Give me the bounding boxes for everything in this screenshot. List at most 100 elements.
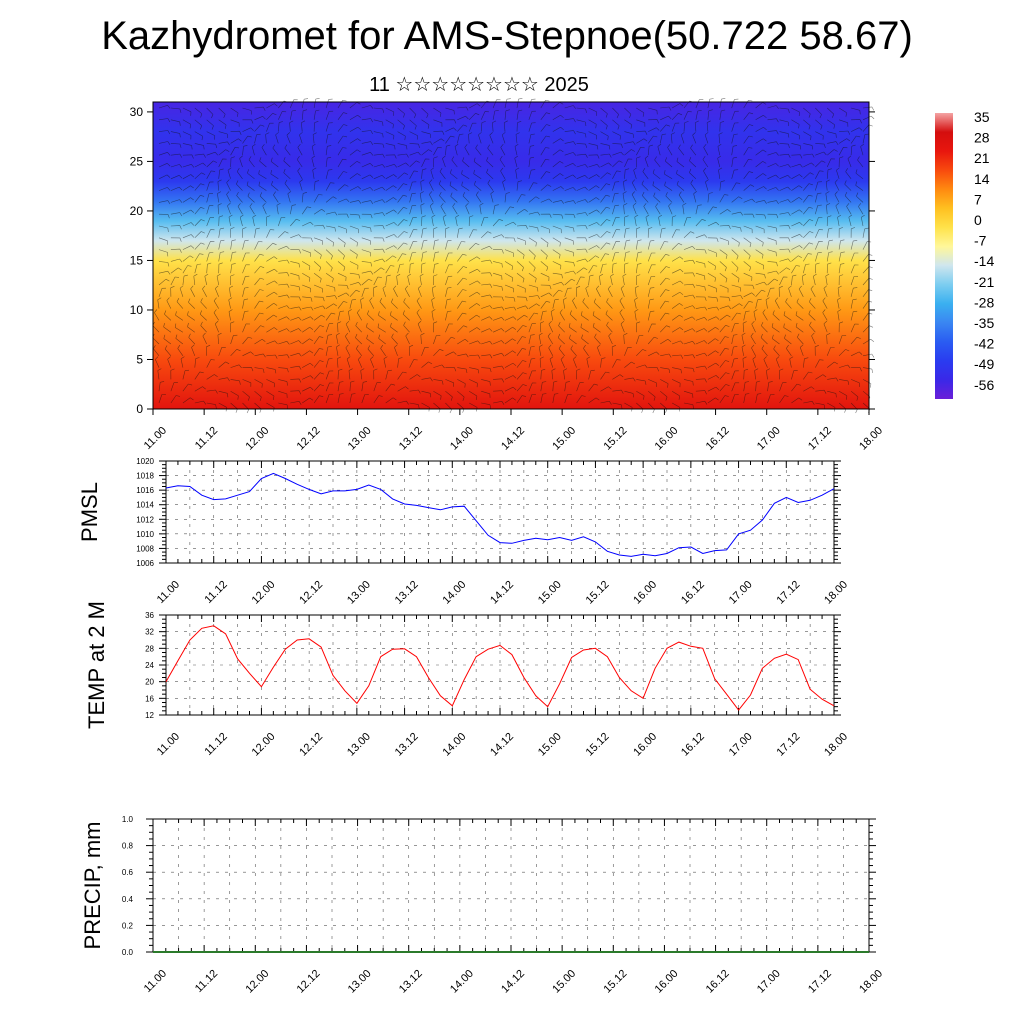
x-tick-label: 14.12 bbox=[499, 968, 527, 996]
x-tick-label: 11.12 bbox=[193, 425, 220, 452]
colorbar-label: 28 bbox=[974, 130, 990, 146]
colorbar: 35 28 21 14 7 0 -7 -14 -21 -28 -35 -42 -49 -56 bbox=[935, 109, 994, 399]
x-tick-label: 12.00 bbox=[243, 968, 271, 996]
x-tick-label: 13.12 bbox=[393, 731, 421, 759]
x-tick-label: 14.00 bbox=[448, 425, 476, 453]
x-tick-label: 14.12 bbox=[488, 731, 516, 759]
y-tick-label: 20 bbox=[145, 678, 154, 687]
y-tick-label: 25 bbox=[130, 154, 144, 168]
x-tick-label: 15.12 bbox=[584, 731, 612, 759]
series-line bbox=[165, 472, 835, 557]
x-tick-label: 18.00 bbox=[857, 425, 885, 453]
x-tick-label: 16.00 bbox=[631, 579, 659, 607]
colorbar-label: 14 bbox=[974, 171, 990, 187]
x-tick-label: 16.00 bbox=[631, 731, 659, 759]
colorbar-label: -21 bbox=[974, 274, 994, 290]
x-tick-label: 17.12 bbox=[806, 425, 834, 453]
heatmap-panel: 0 5 10 15 20 25 30 11.00 11.12 12.00 12.12 13.00 13.… bbox=[130, 98, 885, 453]
temp2m-panel: 12 16 20 24 28 32 36 11.00 11.12 12.00 12.12 13.00 1… bbox=[84, 601, 850, 759]
x-tick-label: 18.00 bbox=[822, 579, 850, 607]
colorbar-label: -56 bbox=[974, 377, 994, 393]
x-tick-label: 11.00 bbox=[155, 579, 182, 606]
x-tick-label: 11.00 bbox=[142, 968, 169, 995]
x-tick-label: 13.00 bbox=[345, 731, 373, 759]
y-tick-label: 1016 bbox=[136, 486, 154, 495]
y-tick-label: 0.6 bbox=[122, 868, 134, 877]
colorbar-label: 7 bbox=[974, 191, 982, 207]
x-tick-label: 12.00 bbox=[243, 425, 271, 453]
y-axis-label: PMSL bbox=[77, 482, 102, 542]
colorbar-label: 35 bbox=[974, 109, 990, 125]
heatmap-field bbox=[153, 102, 869, 409]
colorbar-label: -14 bbox=[974, 253, 994, 269]
x-tick-label: 13.00 bbox=[346, 968, 374, 996]
x-tick-label: 12.12 bbox=[297, 731, 325, 759]
y-tick-label: 1012 bbox=[136, 515, 154, 524]
x-tick-label: 15.00 bbox=[550, 425, 578, 453]
y-tick-label: 16 bbox=[145, 694, 154, 703]
x-tick-label: 11.00 bbox=[142, 425, 169, 452]
y-tick-label: 1008 bbox=[136, 544, 154, 553]
chart-title: Kazhydromet for AMS-Stepnoe(50.722 58.67… bbox=[101, 14, 913, 58]
colorbar-label: -28 bbox=[974, 294, 994, 310]
y-tick-label: 12 bbox=[145, 711, 154, 720]
x-tick-label: 18.00 bbox=[822, 731, 850, 759]
precip-panel: 0.0 0.2 0.4 0.6 0.8 1.0 11.00 11.12 12.00 12.12 13… bbox=[80, 815, 885, 996]
y-axis-label: TEMP at 2 M bbox=[84, 601, 109, 729]
x-tick-label: 11.12 bbox=[202, 579, 229, 606]
colorbar-label: -7 bbox=[974, 233, 987, 249]
x-tick-label: 12.00 bbox=[250, 579, 278, 607]
y-tick-label: 20 bbox=[130, 204, 144, 218]
x-tick-label: 14.00 bbox=[440, 579, 468, 607]
x-tick-label: 14.12 bbox=[488, 579, 516, 607]
x-tick-label: 16.12 bbox=[704, 968, 732, 996]
x-tick-label: 16.00 bbox=[653, 425, 681, 453]
y-tick-label: 0.0 bbox=[122, 948, 134, 957]
x-tick-label: 12.00 bbox=[250, 731, 278, 759]
x-tick-label: 13.12 bbox=[397, 968, 425, 996]
y-tick-label: 5 bbox=[136, 352, 143, 366]
colorbar-label: -35 bbox=[974, 315, 994, 331]
x-tick-label: 12.12 bbox=[295, 425, 323, 453]
y-tick-label: 1.0 bbox=[122, 815, 134, 824]
chart-subtitle: 11 ☆☆☆☆☆☆☆☆ 2025 bbox=[369, 74, 589, 96]
wind-barbs bbox=[152, 98, 875, 414]
y-tick-label: 1018 bbox=[136, 472, 154, 481]
y-tick-label: 1020 bbox=[136, 457, 154, 466]
series-line bbox=[165, 625, 835, 711]
y-tick-label: 1006 bbox=[136, 559, 154, 568]
x-tick-label: 12.12 bbox=[297, 579, 325, 607]
x-tick-label: 15.12 bbox=[601, 425, 629, 453]
x-tick-label: 12.12 bbox=[295, 968, 323, 996]
colorbar-label: 21 bbox=[974, 150, 990, 166]
x-tick-label: 16.12 bbox=[679, 579, 707, 607]
colorbar-label: -49 bbox=[974, 356, 994, 372]
x-tick-label: 13.00 bbox=[346, 425, 374, 453]
y-tick-label: 15 bbox=[130, 253, 144, 267]
x-tick-label: 15.00 bbox=[550, 968, 578, 996]
y-tick-label: 0.8 bbox=[122, 842, 134, 851]
x-tick-label: 17.00 bbox=[755, 425, 783, 453]
x-tick-label: 14.00 bbox=[440, 731, 468, 759]
y-tick-label: 1014 bbox=[136, 501, 154, 510]
x-tick-label: 11.12 bbox=[202, 731, 229, 758]
y-tick-label: 28 bbox=[145, 644, 154, 653]
x-tick-label: 15.00 bbox=[536, 731, 564, 759]
y-tick-label: 36 bbox=[145, 611, 154, 620]
x-tick-label: 15.12 bbox=[601, 968, 629, 996]
colorbar-ramp bbox=[935, 113, 953, 399]
x-tick-label: 16.00 bbox=[653, 968, 681, 996]
x-tick-label: 15.12 bbox=[584, 579, 612, 607]
colorbar-label: -42 bbox=[974, 336, 994, 352]
pmsl-panel: 1006 1008 1010 1012 1014 1016 1018 1020 11.00 11.… bbox=[77, 457, 850, 607]
y-tick-label: 0 bbox=[136, 402, 143, 416]
x-tick-label: 11.00 bbox=[155, 731, 182, 758]
colorbar-label: 0 bbox=[974, 212, 982, 228]
x-tick-label: 13.12 bbox=[393, 579, 421, 607]
x-tick-label: 14.12 bbox=[499, 425, 527, 453]
y-tick-label: 32 bbox=[145, 628, 154, 637]
y-tick-label: 24 bbox=[145, 661, 154, 670]
grid bbox=[153, 818, 869, 953]
x-tick-label: 16.12 bbox=[704, 425, 732, 453]
